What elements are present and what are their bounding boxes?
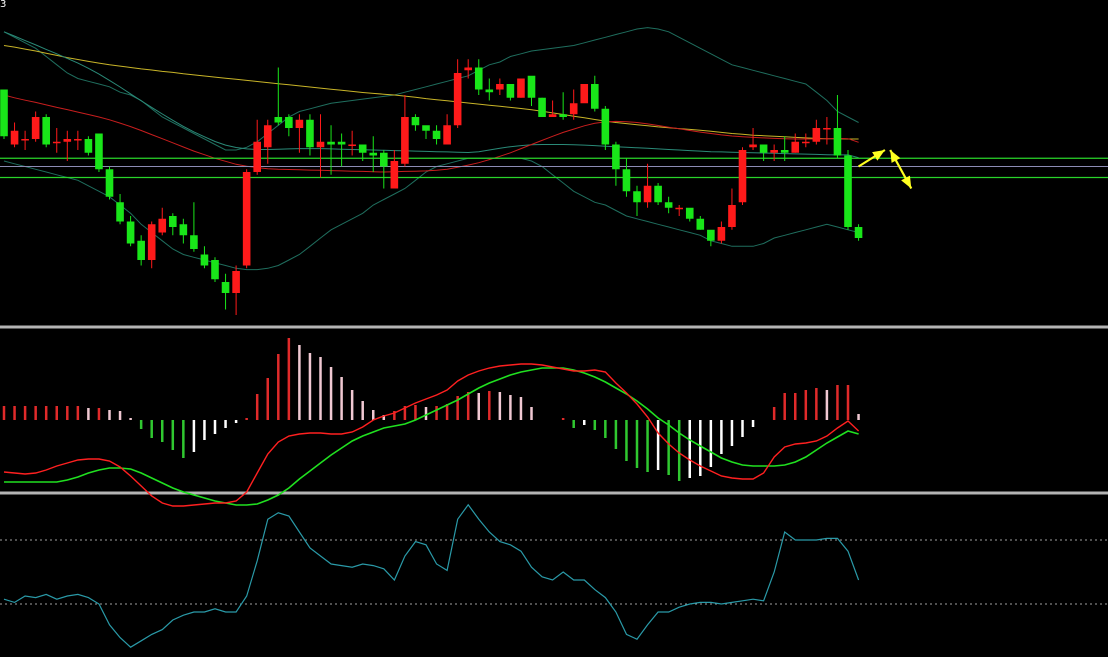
candle-body (147, 224, 156, 260)
candle-body (10, 130, 19, 145)
candle-body (823, 128, 831, 130)
ma-long-line (3, 45, 859, 140)
candle-body (84, 139, 93, 153)
candle-body (517, 78, 525, 98)
arrow-head (872, 150, 885, 161)
candle-body (812, 128, 821, 142)
candle-body (21, 139, 29, 141)
candle-body (559, 114, 567, 117)
candle-body (306, 119, 314, 148)
candle-body (601, 108, 610, 145)
candle-body (327, 141, 335, 145)
candle-body (569, 103, 578, 115)
bollinger-upper-line (3, 27, 859, 151)
candle-body (643, 185, 652, 203)
candle-body (844, 155, 852, 227)
candle-body (63, 139, 72, 142)
arrow-head (901, 175, 912, 189)
candle-body (295, 119, 304, 128)
candle-body (422, 125, 430, 131)
candle-body (221, 282, 230, 293)
candle-body (485, 89, 494, 93)
candle-body (105, 169, 114, 197)
candle-body (759, 144, 768, 153)
oscillator-line (3, 503, 860, 648)
candle-body (348, 144, 356, 146)
candle-body (707, 229, 715, 241)
candle-body (749, 144, 757, 148)
macd-dif-line (3, 363, 860, 507)
macd-dea-line (4, 367, 859, 506)
candle-body (474, 67, 483, 90)
candle-body (253, 141, 261, 172)
candle-body (179, 224, 188, 236)
candle-body (401, 117, 409, 164)
candle-body (42, 117, 50, 145)
candle-body (211, 260, 219, 280)
candle-body (337, 141, 346, 145)
candle-body (52, 141, 61, 144)
candle-body (274, 117, 283, 123)
candle-body (432, 130, 441, 139)
bollinger-lower-line (3, 157, 859, 271)
candle-body (190, 235, 198, 249)
candle-body (496, 84, 504, 90)
candle-body (369, 152, 378, 156)
candle-body (316, 141, 325, 148)
candle-body (137, 240, 145, 260)
candle-body (538, 97, 546, 117)
candle-body (242, 172, 251, 266)
candle-body (506, 84, 515, 98)
candle-body (580, 84, 589, 104)
candle-body (200, 254, 209, 266)
ma-mid-line (3, 94, 859, 173)
arrow-head (890, 150, 901, 163)
candle-body (622, 169, 631, 192)
candle-body (717, 227, 726, 241)
candle-body (802, 141, 810, 144)
candle-body (358, 144, 367, 153)
candle-body (74, 139, 82, 141)
candle-body (31, 117, 40, 139)
candle-body (612, 144, 620, 170)
candle-body (728, 205, 736, 227)
candle-body (464, 67, 472, 71)
candle-body (443, 125, 451, 145)
candle-body (95, 133, 103, 170)
candle-body (380, 152, 388, 167)
candle-body (664, 202, 673, 208)
candle-body (685, 207, 694, 219)
candle-body (126, 221, 135, 244)
candle-body (780, 150, 789, 153)
candle-body (791, 141, 800, 153)
candle-body (285, 117, 293, 128)
candle-body (527, 75, 536, 98)
candle-body (263, 125, 272, 148)
candle-body (232, 271, 240, 293)
candle-body (654, 185, 662, 203)
candle-body (696, 218, 705, 230)
candle-body (770, 150, 778, 153)
candle-body (390, 161, 399, 189)
candle-body (854, 227, 863, 238)
corner-label: 3 (0, 0, 7, 10)
candle-body (738, 150, 747, 203)
candle-body (411, 117, 420, 126)
candle-body (0, 89, 8, 137)
candle-body (158, 218, 167, 233)
candle-body (833, 128, 842, 156)
ma-teal-line (3, 31, 859, 159)
candle-body (548, 114, 557, 117)
candle-body (675, 207, 683, 210)
candle-body (453, 73, 462, 126)
candle-body (169, 216, 177, 227)
candle-body (591, 84, 599, 109)
candle-body (116, 202, 124, 222)
candle-body (633, 191, 641, 203)
